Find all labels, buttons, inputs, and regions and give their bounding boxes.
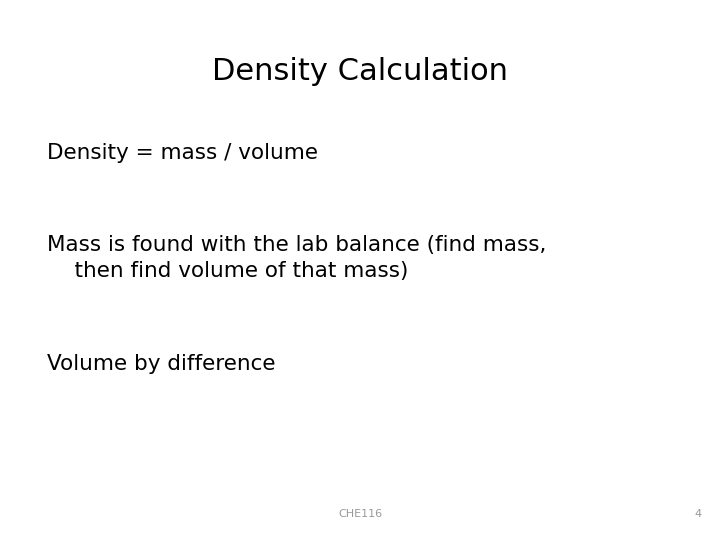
Text: Volume by difference: Volume by difference <box>47 354 275 374</box>
Text: CHE116: CHE116 <box>338 509 382 519</box>
Text: Mass is found with the lab balance (find mass,
    then find volume of that mass: Mass is found with the lab balance (find… <box>47 235 546 280</box>
Text: Density = mass / volume: Density = mass / volume <box>47 143 318 163</box>
Text: Density Calculation: Density Calculation <box>212 57 508 86</box>
Text: 4: 4 <box>695 509 702 519</box>
